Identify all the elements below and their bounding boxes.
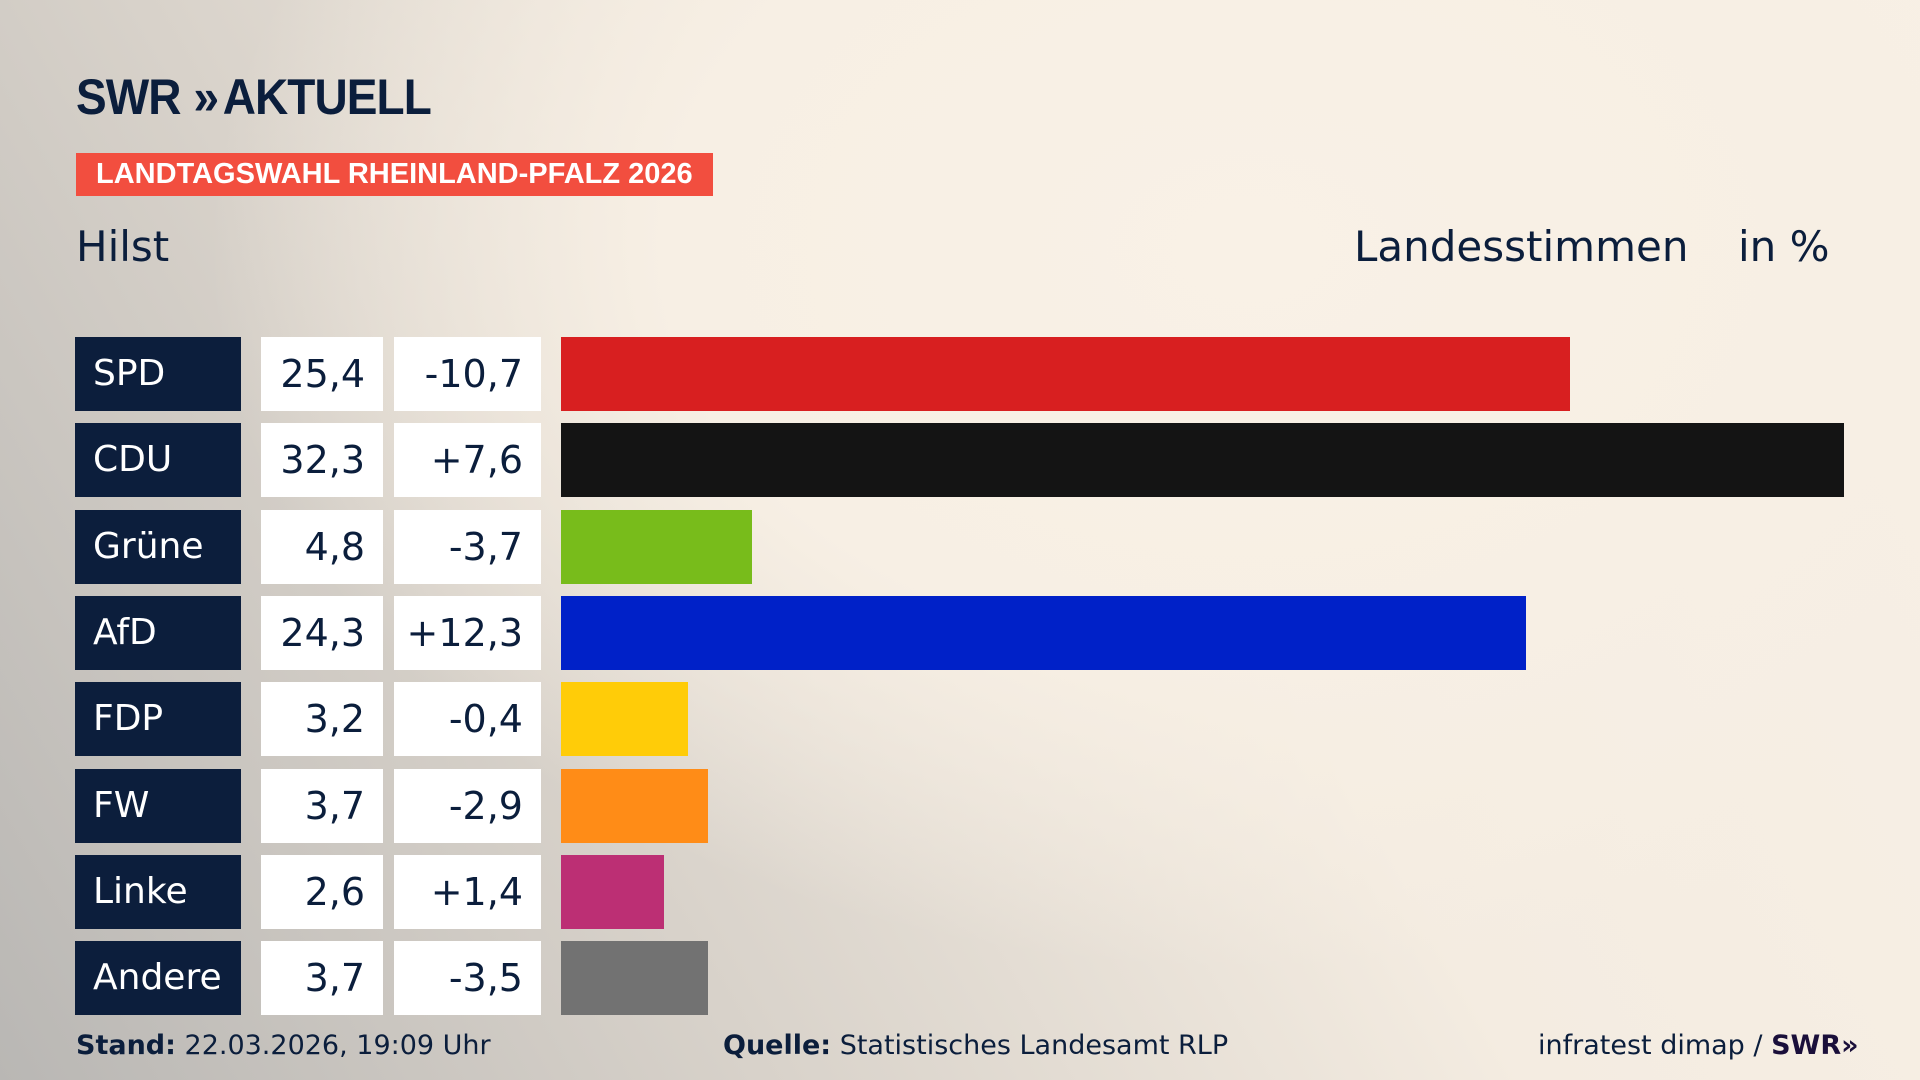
value-label: 3,7 bbox=[261, 941, 383, 1016]
source: Quelle: Statistisches Landesamt RLP bbox=[723, 1030, 1228, 1061]
value-label: 3,7 bbox=[261, 768, 383, 843]
party-label: Linke bbox=[75, 854, 241, 929]
party-row: Linke 2,6 +1,4 bbox=[75, 854, 1875, 929]
party-label: FDP bbox=[75, 682, 241, 757]
source-label: Quelle: bbox=[723, 1030, 832, 1061]
party-row: FDP 3,2 -0,4 bbox=[75, 682, 1875, 757]
party-label: AfD bbox=[75, 595, 241, 670]
party-row: FW 3,7 -2,9 bbox=[75, 768, 1875, 843]
stand-value: 22.03.2026, 19:09 Uhr bbox=[184, 1030, 491, 1061]
value-label: 32,3 bbox=[261, 423, 383, 498]
value-label: 2,6 bbox=[261, 854, 383, 929]
bar-fdp bbox=[561, 682, 689, 757]
change-label: +12,3 bbox=[394, 595, 541, 670]
bar-andere bbox=[561, 941, 708, 1016]
value-label: 3,2 bbox=[261, 682, 383, 757]
change-label: +7,6 bbox=[394, 423, 541, 498]
party-label: CDU bbox=[75, 423, 241, 498]
logo-aktuell: AKTUELL bbox=[222, 69, 432, 125]
party-row: AfD 24,3 +12,3 bbox=[75, 595, 1875, 670]
swr-small-logo: SWR» bbox=[1771, 1030, 1859, 1061]
source-value: Statistisches Landesamt RLP bbox=[839, 1030, 1229, 1061]
constituency-title: Hilst bbox=[76, 222, 170, 271]
value-label: 25,4 bbox=[261, 337, 383, 411]
party-row: Andere 3,7 -3,5 bbox=[75, 941, 1875, 1016]
change-label: -2,9 bbox=[394, 768, 541, 843]
change-label: -3,7 bbox=[394, 509, 541, 584]
bar-spd bbox=[561, 337, 1570, 411]
credit-text: infratest dimap / bbox=[1538, 1030, 1763, 1061]
party-label: SPD bbox=[75, 337, 241, 411]
party-row: SPD 25,4 -10,7 bbox=[75, 337, 1875, 411]
party-label: Andere bbox=[75, 941, 241, 1016]
change-label: +1,4 bbox=[394, 854, 541, 929]
stand-label: Stand: bbox=[76, 1030, 176, 1061]
party-label: Grüne bbox=[75, 509, 241, 584]
bar-fw bbox=[561, 768, 708, 843]
bar-afd bbox=[561, 595, 1527, 670]
change-label: -0,4 bbox=[394, 682, 541, 757]
value-label: 4,8 bbox=[261, 509, 383, 584]
logo-swr: SWR bbox=[76, 69, 181, 125]
party-row: CDU 32,3 +7,6 bbox=[75, 423, 1875, 498]
logo-chevrons-icon: » bbox=[193, 69, 218, 125]
timestamp: Stand: 22.03.2026, 19:09 Uhr bbox=[76, 1030, 491, 1061]
value-label: 24,3 bbox=[261, 595, 383, 670]
measure-label: Landesstimmen bbox=[1354, 222, 1689, 271]
change-label: -10,7 bbox=[394, 337, 541, 411]
change-label: -3,5 bbox=[394, 941, 541, 1016]
bar-cdu bbox=[561, 423, 1844, 498]
election-banner: LANDTAGSWAHL RHEINLAND-PFALZ 2026 bbox=[76, 153, 713, 196]
unit-label: in % bbox=[1738, 222, 1830, 271]
credit: infratest dimap / SWR» bbox=[1538, 1030, 1859, 1061]
swr-aktuell-logo: SWR » AKTUELL bbox=[76, 68, 432, 126]
party-row: Grüne 4,8 -3,7 bbox=[75, 509, 1875, 584]
bar-linke bbox=[561, 854, 665, 929]
bar-grüne bbox=[561, 509, 752, 584]
party-label: FW bbox=[75, 768, 241, 843]
